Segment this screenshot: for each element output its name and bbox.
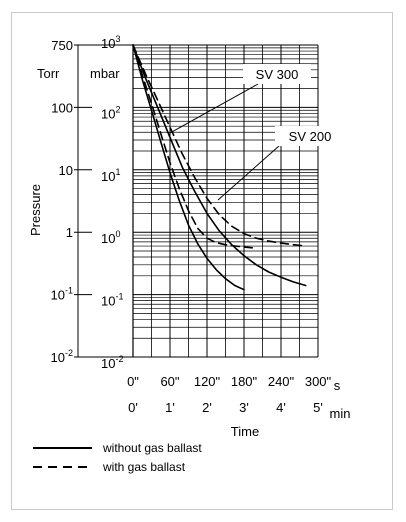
torr-tick-label: 10-2	[51, 348, 73, 365]
x-tick-label-minutes: 2'	[202, 400, 212, 415]
legend: without gas ballast with gas ballast	[33, 441, 202, 474]
legend-label-solid: without gas ballast	[102, 441, 202, 455]
mbar-tick-label: 10-2	[101, 354, 123, 371]
torr-tick-label: 10	[59, 163, 73, 178]
annotation-leader-line	[169, 83, 259, 134]
mbar-tick-label: 102	[101, 104, 120, 121]
legend-label-dashed: with gas ballast	[102, 460, 186, 474]
x-tick-label-seconds: 180"	[231, 374, 258, 389]
annotation-leader-line	[217, 145, 280, 201]
series-line-4-dashed	[132, 44, 307, 247]
torr-tick-label: 1	[66, 225, 73, 240]
mbar-tick-label: 101	[101, 167, 120, 184]
annotation-label-background	[243, 64, 311, 84]
mbar-tick-label: 10-1	[101, 292, 123, 309]
series-line-1-solid	[132, 44, 245, 291]
x-tick-label-minutes: 3'	[239, 400, 249, 415]
x-tick-label-seconds: 0"	[127, 374, 139, 389]
torr-unit-label: Torr	[37, 66, 60, 81]
chart-card	[11, 12, 393, 510]
mbar-tick-label: 100	[101, 229, 120, 246]
x-tick-label-minutes: 5'	[313, 400, 323, 415]
torr-tick-label: 100	[51, 100, 73, 115]
torr-tick-label: 750	[51, 38, 73, 53]
grid	[132, 44, 319, 358]
x-tick-label-minutes: 1'	[165, 400, 175, 415]
y-axis-title: Pressure	[28, 184, 43, 236]
annotation-label-background	[275, 126, 345, 146]
series-line-3-solid	[132, 44, 307, 287]
series-line-2-dashed	[132, 44, 255, 249]
minutes-unit-label: min	[330, 406, 351, 421]
annotations: SV 300 SV 200	[169, 64, 345, 201]
x-axis-title: Time	[231, 424, 259, 439]
torr-tick-label: 10-1	[51, 286, 73, 303]
axes	[74, 44, 134, 358]
annotation-label: SV 200	[289, 129, 332, 144]
seconds-unit-label: s	[334, 378, 341, 393]
annotation-label: SV 300	[256, 67, 299, 82]
mbar-unit-label: mbar	[90, 66, 120, 81]
x-tick-label-minutes: 4'	[276, 400, 286, 415]
x-tick-label-seconds: 120"	[194, 374, 221, 389]
mbar-tick-label: 103	[101, 34, 120, 51]
x-tick-label-minutes: 0'	[128, 400, 138, 415]
x-tick-label-seconds: 300"	[305, 374, 332, 389]
series-lines	[132, 44, 307, 291]
x-tick-label-seconds: 240"	[268, 374, 295, 389]
x-tick-label-seconds: 60"	[160, 374, 179, 389]
